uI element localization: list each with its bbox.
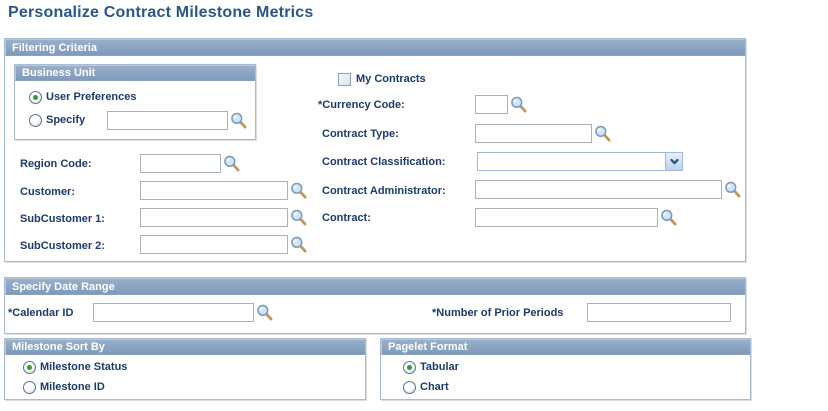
magnifier-icon xyxy=(724,181,741,198)
chart-radio-label: Chart xyxy=(420,381,449,393)
subcustomer2-label: SubCustomer 2: xyxy=(20,240,105,252)
specify-radio-label: Specify xyxy=(46,114,86,126)
tabular-radio-label: Tabular xyxy=(420,361,459,373)
milestone-status-radio[interactable] xyxy=(23,361,36,374)
contract-classification-label: Contract Classification: xyxy=(322,156,446,168)
contract-classification-selected-value xyxy=(478,153,665,170)
contract-administrator-lookup-button[interactable] xyxy=(724,181,741,198)
contract-administrator-label: Contract Administrator: xyxy=(322,185,446,197)
subcustomer1-input[interactable] xyxy=(140,208,288,227)
magnifier-icon xyxy=(594,125,611,142)
contract-input[interactable] xyxy=(475,208,658,227)
region-code-input[interactable] xyxy=(140,154,221,173)
magnifier-icon xyxy=(660,209,677,226)
customer-input[interactable] xyxy=(140,181,288,200)
pagelet-format-group: Pagelet Format xyxy=(380,338,751,400)
business-unit-header: Business Unit xyxy=(15,65,255,81)
magnifier-icon xyxy=(290,209,307,226)
pagelet-format-header: Pagelet Format xyxy=(381,339,750,355)
magnifier-icon xyxy=(290,182,307,199)
contract-administrator-input[interactable] xyxy=(475,180,722,199)
magnifier-icon xyxy=(230,112,247,129)
customer-label: Customer: xyxy=(20,186,76,198)
magnifier-icon xyxy=(223,155,240,172)
contract-lookup-button[interactable] xyxy=(660,209,677,226)
specify-business-unit-lookup-button[interactable] xyxy=(230,112,247,129)
currency-code-input[interactable] xyxy=(475,95,508,114)
subcustomer1-label: SubCustomer 1: xyxy=(20,213,105,225)
subcustomer2-lookup-button[interactable] xyxy=(290,236,307,253)
calendar-id-lookup-button[interactable] xyxy=(256,304,273,321)
date-range-group: Specify Date Range xyxy=(4,277,746,334)
subcustomer2-input[interactable] xyxy=(140,235,288,254)
magnifier-icon xyxy=(290,236,307,253)
region-code-label: Region Code: xyxy=(20,158,92,170)
customer-lookup-button[interactable] xyxy=(290,182,307,199)
contract-label: Contract: xyxy=(322,212,371,224)
milestone-id-radio-label: Milestone ID xyxy=(40,381,105,393)
contract-type-lookup-button[interactable] xyxy=(594,125,611,142)
contract-type-label: Contract Type: xyxy=(322,128,399,140)
currency-code-lookup-button[interactable] xyxy=(510,96,527,113)
my-contracts-checkbox[interactable] xyxy=(338,73,351,86)
subcustomer1-lookup-button[interactable] xyxy=(290,209,307,226)
milestone-id-radio[interactable] xyxy=(23,381,36,394)
calendar-id-label: *Calendar ID xyxy=(8,307,74,319)
tabular-radio[interactable] xyxy=(403,361,416,374)
milestone-sort-header: Milestone Sort By xyxy=(5,339,365,355)
prior-periods-input[interactable] xyxy=(587,303,731,322)
contract-classification-select[interactable] xyxy=(477,152,683,171)
currency-code-label: *Currency Code: xyxy=(318,99,405,111)
calendar-id-input[interactable] xyxy=(93,303,254,322)
milestone-sort-group: Milestone Sort By xyxy=(4,338,366,400)
magnifier-icon xyxy=(510,96,527,113)
specify-radio[interactable] xyxy=(29,114,42,127)
prior-periods-label: *Number of Prior Periods xyxy=(432,307,564,319)
user-preferences-radio[interactable] xyxy=(29,91,42,104)
filtering-criteria-group: Filtering Criteria xyxy=(4,38,746,262)
magnifier-icon xyxy=(256,304,273,321)
date-range-header: Specify Date Range xyxy=(5,278,745,295)
page-title: Personalize Contract Milestone Metrics xyxy=(8,4,314,21)
chart-radio[interactable] xyxy=(403,381,416,394)
chevron-down-icon[interactable] xyxy=(665,153,682,170)
region-code-lookup-button[interactable] xyxy=(223,155,240,172)
filtering-criteria-header: Filtering Criteria xyxy=(5,39,745,56)
specify-business-unit-input[interactable] xyxy=(107,111,228,130)
user-preferences-radio-label: User Preferences xyxy=(46,91,137,103)
my-contracts-checkbox-label: My Contracts xyxy=(356,73,426,85)
contract-type-input[interactable] xyxy=(475,124,592,143)
milestone-status-radio-label: Milestone Status xyxy=(40,361,128,373)
